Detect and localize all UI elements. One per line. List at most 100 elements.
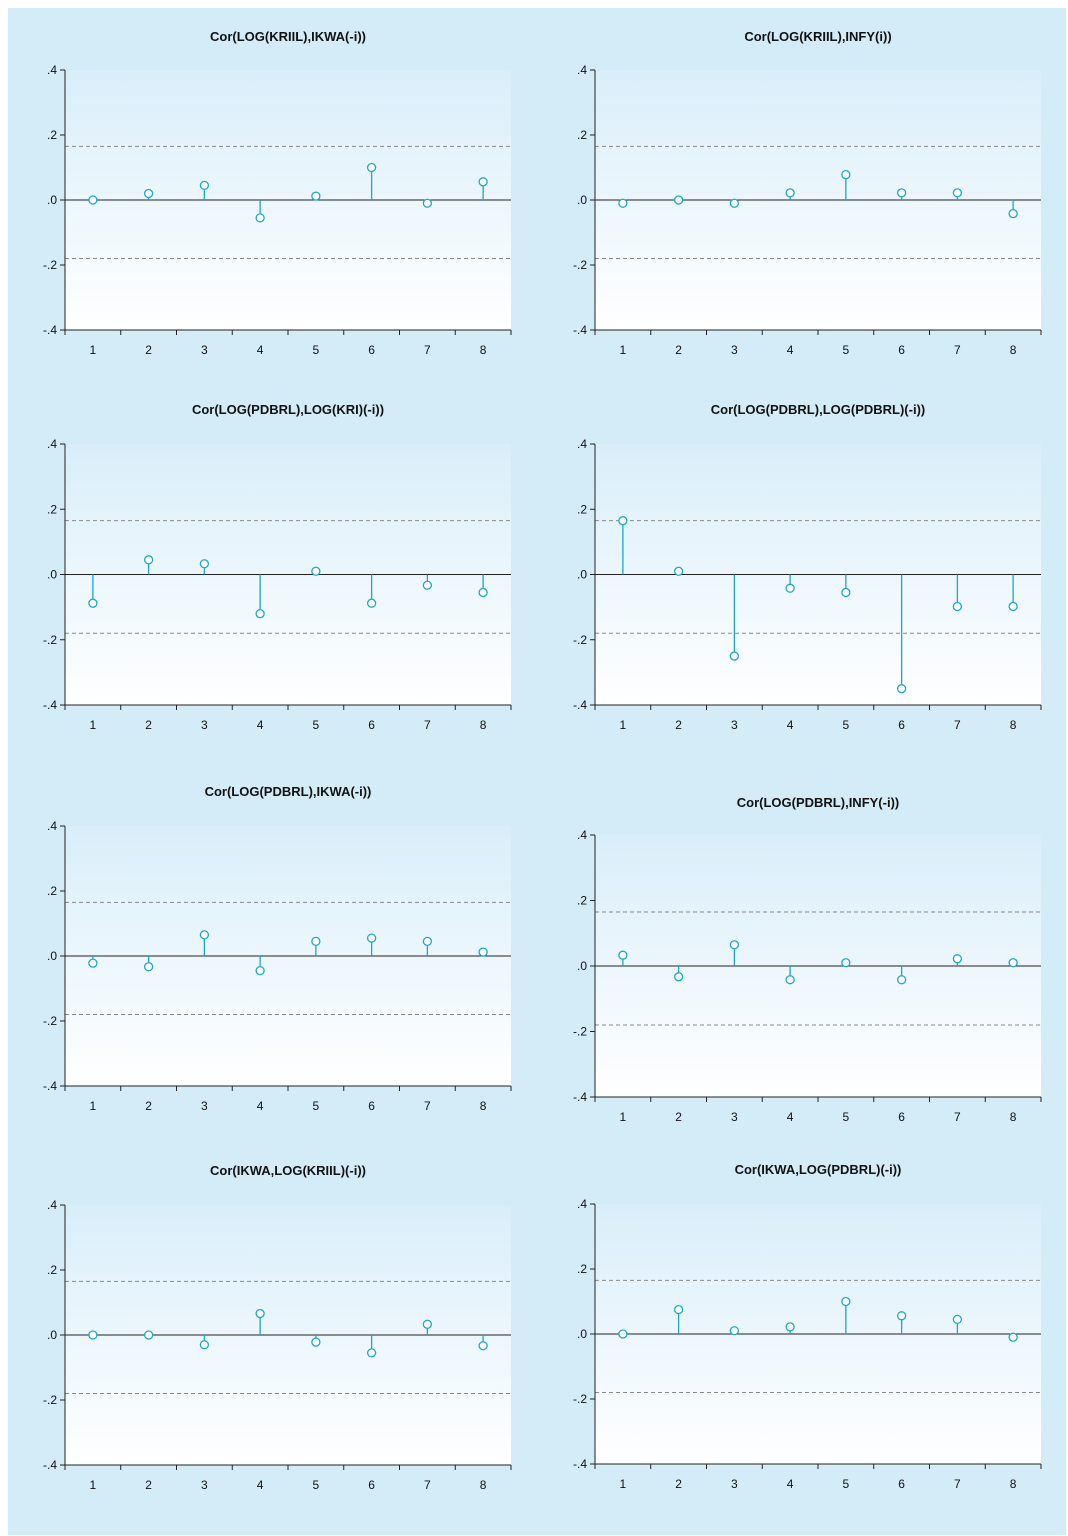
x-tick-label: 6: [368, 718, 375, 732]
y-tick-label: -.2: [43, 633, 57, 647]
data-point: [143, 188, 154, 199]
y-tick-label: .0: [577, 568, 587, 582]
x-tick-label: 3: [731, 343, 738, 357]
y-tick-label: -.4: [573, 323, 587, 337]
y-tick-label: -.4: [43, 698, 57, 712]
y-tick-label: .2: [577, 502, 587, 516]
x-tick-label: 3: [731, 1477, 738, 1491]
data-point: [199, 930, 210, 940]
data-point: [88, 598, 98, 608]
data-point: [896, 188, 907, 198]
x-tick-label: 3: [201, 343, 208, 357]
data-point: [366, 598, 377, 608]
y-tick-label: .4: [577, 63, 587, 77]
data-point: [255, 213, 265, 223]
y-tick-label: .0: [577, 959, 587, 973]
x-tick-label: 4: [257, 718, 264, 732]
data-point: [952, 954, 963, 964]
x-tick-label: 6: [898, 718, 905, 732]
data-point: [478, 1341, 488, 1351]
y-tick-label: .2: [577, 1262, 587, 1276]
x-tick-label: 4: [787, 1110, 794, 1124]
y-tick-label: .2: [47, 128, 57, 142]
y-tick-label: .2: [47, 502, 57, 516]
data-point: [311, 1337, 321, 1347]
x-tick-label: 4: [257, 1478, 264, 1492]
x-tick-label: 4: [787, 1477, 794, 1491]
y-tick-label: -.2: [573, 1025, 587, 1039]
chart-title: Cor(LOG(PDBRL),LOG(KRI)(-i)): [192, 402, 384, 417]
data-point: [88, 958, 98, 968]
data-point: [366, 933, 377, 943]
figure-panel: Cor(LOG(KRIIL),IKWA(-i)) .4 .2 .0 -.2 -.4 1 2 3 4…: [8, 8, 1066, 1535]
x-tick-label: 4: [787, 718, 794, 732]
chart-title: Cor(LOG(PDBRL),INFY(-i)): [737, 795, 899, 810]
x-tick-label: 2: [675, 343, 682, 357]
y-tick-label: .0: [47, 568, 57, 582]
x-tick-label: 5: [313, 343, 320, 357]
data-point: [255, 609, 265, 619]
x-tick-label: 8: [480, 1099, 487, 1113]
y-tick-label: .4: [47, 819, 57, 833]
y-tick-label: .0: [577, 1327, 587, 1341]
x-tick-label: 5: [843, 343, 850, 357]
x-tick-label: 7: [424, 1478, 431, 1492]
y-tick-label: -.2: [43, 1014, 57, 1028]
data-point: [422, 936, 433, 947]
y-tick-label: -.4: [43, 1458, 57, 1472]
data-point: [199, 1340, 210, 1350]
x-tick-label: 2: [675, 1110, 682, 1124]
y-tick-label: -.4: [43, 1079, 57, 1093]
data-point: [366, 1348, 377, 1358]
x-tick-label: 2: [145, 343, 152, 357]
x-tick-label: 2: [675, 718, 682, 732]
y-tick-label: .4: [47, 1198, 57, 1212]
y-tick-label: .4: [47, 63, 57, 77]
y-tick-label: -.4: [43, 323, 57, 337]
data-point: [785, 188, 795, 198]
x-tick-label: 8: [1010, 1110, 1017, 1124]
data-point: [311, 191, 321, 201]
x-tick-label: 5: [313, 718, 320, 732]
x-tick-label: 1: [90, 1099, 97, 1113]
x-tick-label: 3: [731, 718, 738, 732]
x-tick-label: 4: [257, 1099, 264, 1113]
data-point: [729, 198, 740, 208]
data-point: [422, 580, 433, 590]
data-point: [896, 1311, 907, 1321]
data-point: [785, 1322, 795, 1332]
data-point: [729, 651, 740, 661]
y-tick-label: .0: [47, 193, 57, 207]
data-point: [143, 962, 154, 972]
x-tick-label: 8: [1010, 1477, 1017, 1491]
x-tick-label: 5: [843, 1477, 850, 1491]
x-tick-label: 2: [675, 1477, 682, 1491]
correlogram-4: Cor(LOG(PDBRL),LOG(PDBRL)(-i)) .4 .2 .0 -.2 -…: [573, 402, 1042, 732]
data-point: [311, 566, 321, 576]
x-tick-label: 5: [313, 1099, 320, 1113]
data-point: [88, 195, 98, 205]
x-tick-label: 7: [954, 1110, 961, 1124]
x-tick-label: 8: [1010, 343, 1017, 357]
x-tick-label: 4: [257, 343, 264, 357]
x-tick-label: 1: [620, 718, 627, 732]
correlogram-3: Cor(LOG(PDBRL),LOG(KRI)(-i)) .4 .2 .0 -.2 -.4…: [43, 402, 512, 732]
chart-title: Cor(LOG(PDBRL),IKWA(-i)): [205, 784, 372, 799]
data-point: [366, 162, 377, 173]
x-tick-label: 7: [424, 718, 431, 732]
data-point: [199, 559, 210, 569]
x-tick-label: 7: [954, 1477, 961, 1491]
y-tick-label: .4: [47, 437, 57, 451]
data-point: [199, 180, 210, 191]
x-tick-label: 7: [954, 718, 961, 732]
x-tick-label: 6: [368, 1099, 375, 1113]
y-tick-label: .2: [47, 1263, 57, 1277]
correlogram-5: Cor(LOG(PDBRL),IKWA(-i)) .4 .2 .0 -.2 -.4 1 2 3 4…: [43, 784, 512, 1113]
y-tick-label: -.4: [573, 1090, 587, 1104]
correlogram-1: Cor(LOG(KRIIL),IKWA(-i)) .4 .2 .0 -.2 -.4 1 2 3 4…: [43, 29, 512, 357]
x-tick-label: 7: [424, 343, 431, 357]
x-tick-label: 1: [90, 1478, 97, 1492]
x-tick-label: 8: [1010, 718, 1017, 732]
data-point: [311, 936, 321, 947]
x-tick-label: 6: [368, 343, 375, 357]
